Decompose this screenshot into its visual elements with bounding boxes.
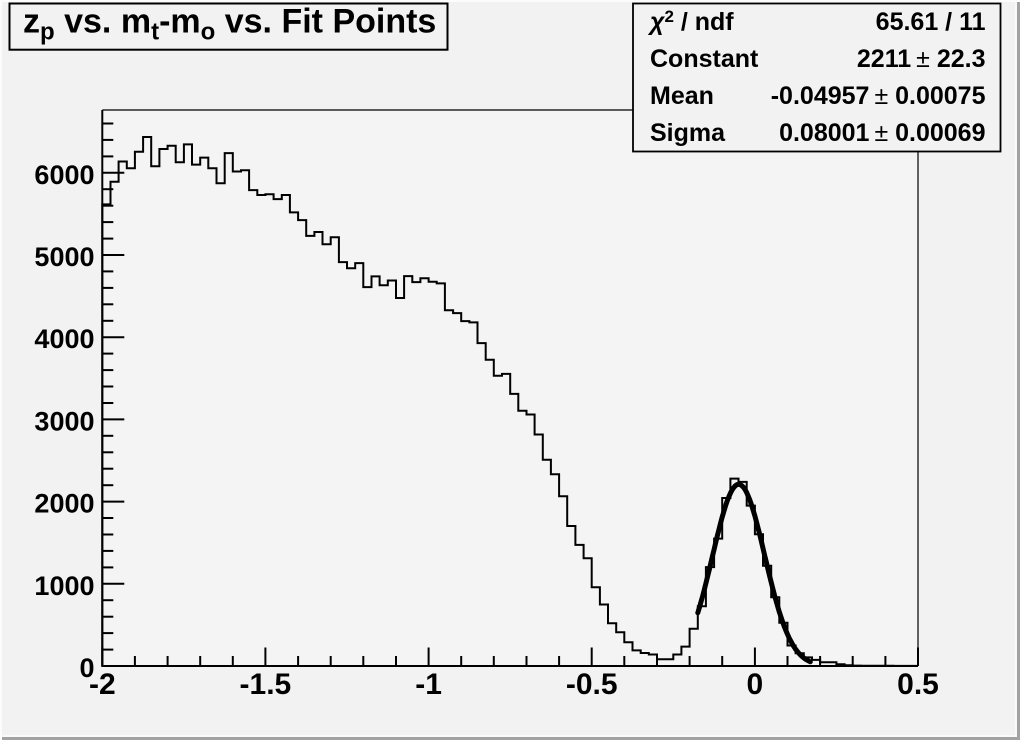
svg-text:-1: -1: [415, 668, 442, 701]
svg-text:-1.5: -1.5: [240, 668, 292, 701]
svg-text:Constant: Constant: [650, 45, 759, 73]
svg-text:-0.04957 ± 0.00075: -0.04957 ± 0.00075: [771, 82, 986, 110]
svg-text:0: 0: [747, 668, 764, 701]
svg-text:Sigma: Sigma: [650, 119, 726, 147]
svg-text:0.5: 0.5: [897, 668, 939, 701]
svg-text:2211 ± 22.3: 2211 ± 22.3: [857, 45, 986, 73]
svg-text:-2: -2: [89, 668, 116, 701]
svg-text:65.61 / 11: 65.61 / 11: [876, 8, 986, 36]
svg-text:-0.5: -0.5: [566, 668, 618, 701]
svg-text:Mean: Mean: [650, 82, 714, 110]
svg-text:0.08001 ± 0.00069: 0.08001 ± 0.00069: [779, 119, 985, 147]
svg-text:6000: 6000: [34, 160, 94, 190]
svg-text:2000: 2000: [34, 489, 94, 519]
svg-text:5000: 5000: [34, 242, 94, 272]
svg-text:1000: 1000: [34, 571, 94, 601]
svg-text:zp vs. mt-mo vs. Fit Points: zp vs. mt-mo vs. Fit Points: [23, 3, 436, 46]
svg-text:4000: 4000: [34, 324, 94, 354]
svg-text:χ2 / ndf: χ2 / ndf: [647, 7, 734, 36]
svg-text:3000: 3000: [34, 406, 94, 436]
svg-text:0: 0: [79, 653, 94, 683]
